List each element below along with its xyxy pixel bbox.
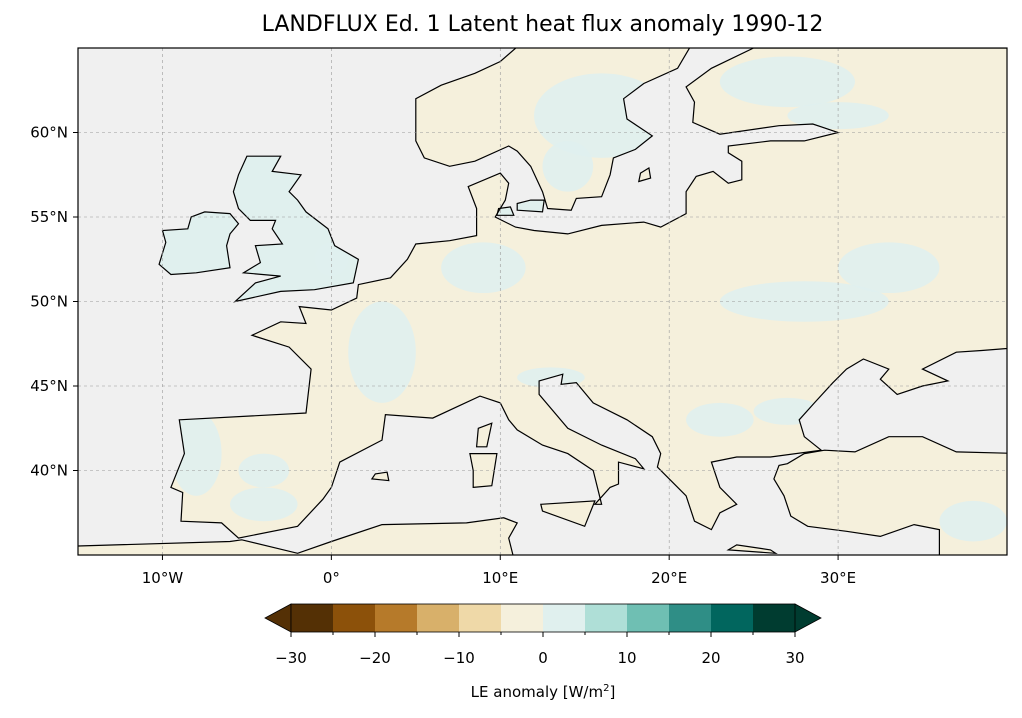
colorbar-extend-max (794, 603, 822, 633)
lon-tick-label: 0° (323, 569, 340, 587)
positive-anomaly-patch (238, 453, 290, 488)
colorbar-bin (333, 604, 376, 632)
colorbar-bin (459, 604, 502, 632)
lat-tick-label: 50°N (30, 293, 68, 311)
colorbar-bin (627, 604, 670, 632)
mainland-coastline (170, 48, 1007, 539)
land-layer (78, 48, 1007, 555)
sardinia-coastline (469, 453, 498, 489)
scandinavia-coastline (415, 48, 691, 211)
colorbar-bin (375, 604, 418, 632)
crete-coastline (726, 544, 778, 555)
colorbar-extend-min (264, 603, 292, 633)
colorbar-tick-label: 0 (538, 649, 548, 667)
colorbar-tick-label: −30 (275, 649, 307, 667)
colorbar-bin (711, 604, 754, 632)
turkey-coastline (773, 436, 1007, 555)
mallorca-coastline (370, 471, 390, 482)
positive-anomaly-patch (939, 500, 1007, 542)
sicily-coastline (540, 500, 596, 528)
colorbar-label: LE anomaly [W/m2] (471, 683, 616, 701)
positive-anomaly-patch (441, 242, 526, 294)
ireland-coastline (158, 211, 240, 276)
africa-coastline (78, 517, 519, 555)
positive-anomaly-patch (686, 402, 754, 437)
positive-anomaly-patch (229, 487, 298, 522)
colorbar-bin (291, 604, 334, 632)
sicily-land (540, 500, 595, 527)
sardinia-land (469, 453, 497, 488)
positive-anomaly-patch (170, 411, 222, 496)
africa-land (78, 517, 518, 555)
funen-land (496, 206, 514, 216)
lon-tick-label: 30°E (820, 569, 856, 587)
colorbar-bin (669, 604, 712, 632)
gridlines (78, 48, 1007, 555)
sea-mask (78, 48, 1007, 555)
gotland-coastline (638, 167, 652, 183)
colorbar-tick-label: −10 (443, 649, 475, 667)
corsica-coastline (475, 422, 493, 448)
lat-tick-label: 55°N (30, 208, 68, 226)
colorbar: −30 −20 −10 0 10 20 30 (264, 603, 822, 667)
zealand-coastline (516, 199, 545, 213)
colorbar-tick-label: 20 (701, 649, 720, 667)
colorbar-bin (543, 604, 586, 632)
lat-tick-label: 45°N (30, 377, 68, 395)
colorbar-bin (417, 604, 460, 632)
lat-tick-label: 40°N (30, 462, 68, 480)
britain-coastline (232, 155, 360, 303)
funen-coastline (496, 206, 515, 216)
lat-tick-label: 60°N (30, 124, 68, 142)
colorbar-tick-label: 10 (617, 649, 636, 667)
gotland-land (638, 168, 651, 182)
colorbar-bin (585, 604, 628, 632)
positive-anomaly-patch (838, 242, 940, 294)
lon-tick-label: 20°E (651, 569, 687, 587)
colorbar-tick-label: 30 (785, 649, 804, 667)
colorbar-tick-label: −20 (359, 649, 391, 667)
positive-anomaly-patch (542, 140, 594, 192)
colorbar-bin (501, 604, 544, 632)
map-title: LANDFLUX Ed. 1 Latent heat flux anomaly … (261, 12, 824, 37)
axis-ticks: 10°W 0° 10°E 20°E 30°E 60°N 55°N 50°N 45°N 40°N (30, 124, 856, 588)
ireland-land (159, 211, 239, 275)
lon-tick-label: 10°E (482, 569, 518, 587)
lon-tick-label: 10°W (142, 569, 184, 587)
colorbar-bin (753, 604, 796, 632)
zealand-land (517, 200, 545, 212)
positive-anomaly-patch (719, 56, 856, 108)
positive-anomaly-patch (348, 301, 416, 403)
crete-land (728, 544, 776, 554)
